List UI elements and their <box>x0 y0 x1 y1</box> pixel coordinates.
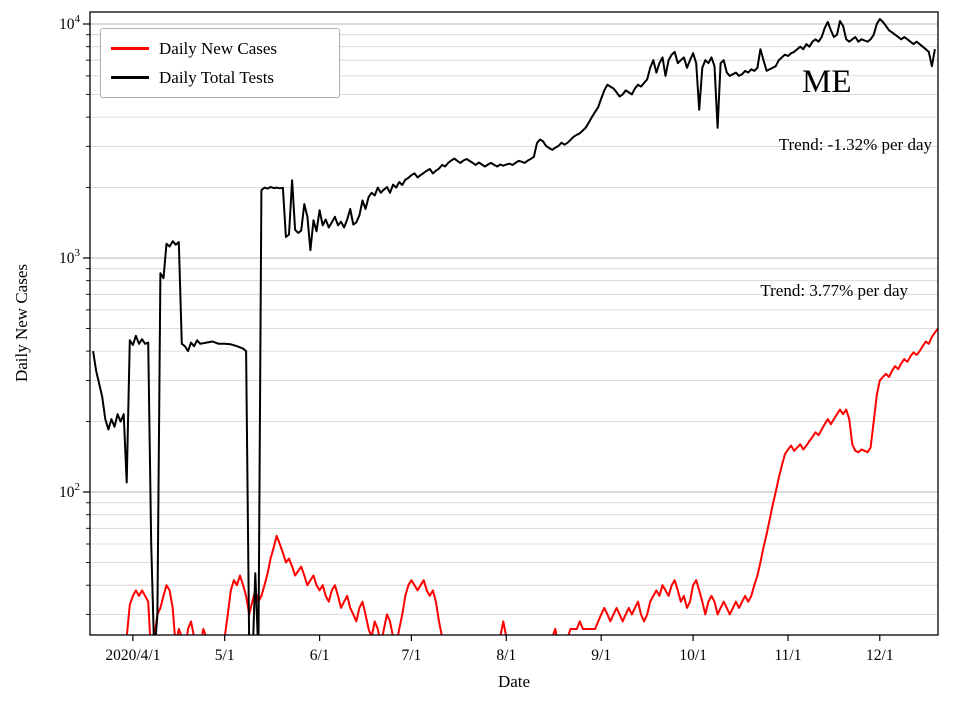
state-label-annotation: ME <box>802 64 852 100</box>
legend-label-daily-new-cases: Daily New Cases <box>159 39 278 58</box>
x-tick-label: 10/1 <box>679 647 707 664</box>
plot-border <box>89 11 939 636</box>
x-axis-ticks: 2020/4/1 5/1 6/1 7/1 8/1 9/1 10/1 11/1 12/1 <box>105 635 894 664</box>
x-tick-label: 2020/4/1 <box>105 647 160 664</box>
y-tick-label: 104 <box>59 13 81 33</box>
x-tick-label: 6/1 <box>310 647 330 664</box>
y-tick-label: 102 <box>59 481 80 501</box>
y-tick-label: 103 <box>59 247 81 267</box>
legend-item-daily-new-cases: Daily New Cases <box>111 34 339 63</box>
series-daily-total-tests-line <box>92 18 936 635</box>
y-axis-title: Daily New Cases <box>12 264 31 383</box>
x-axis-title: Date <box>497 672 531 691</box>
trend-tests-annotation: Trend: -1.32% per day <box>778 135 932 154</box>
y-axis-ticks: 102 103 104 <box>59 13 90 615</box>
legend-line-sample-black <box>111 76 149 79</box>
x-tick-label: 5/1 <box>215 647 235 664</box>
x-tick-label: 9/1 <box>591 647 611 664</box>
x-tick-label: 7/1 <box>401 647 421 664</box>
legend-line-sample-red <box>111 47 149 50</box>
legend-label-daily-total-tests: Daily Total Tests <box>159 68 275 87</box>
series-daily-new-cases-line <box>125 327 938 635</box>
legend-item-daily-total-tests: Daily Total Tests <box>111 63 339 92</box>
trend-cases-annotation: Trend: 3.77% per day <box>760 281 908 300</box>
x-tick-label: 11/1 <box>775 647 802 664</box>
y-gridlines-major <box>90 23 938 493</box>
x-tick-label: 12/1 <box>866 647 894 664</box>
y-gridlines-minor <box>90 34 938 615</box>
x-tick-label: 8/1 <box>496 647 516 664</box>
legend: Daily New Cases Daily Total Tests <box>100 28 340 98</box>
